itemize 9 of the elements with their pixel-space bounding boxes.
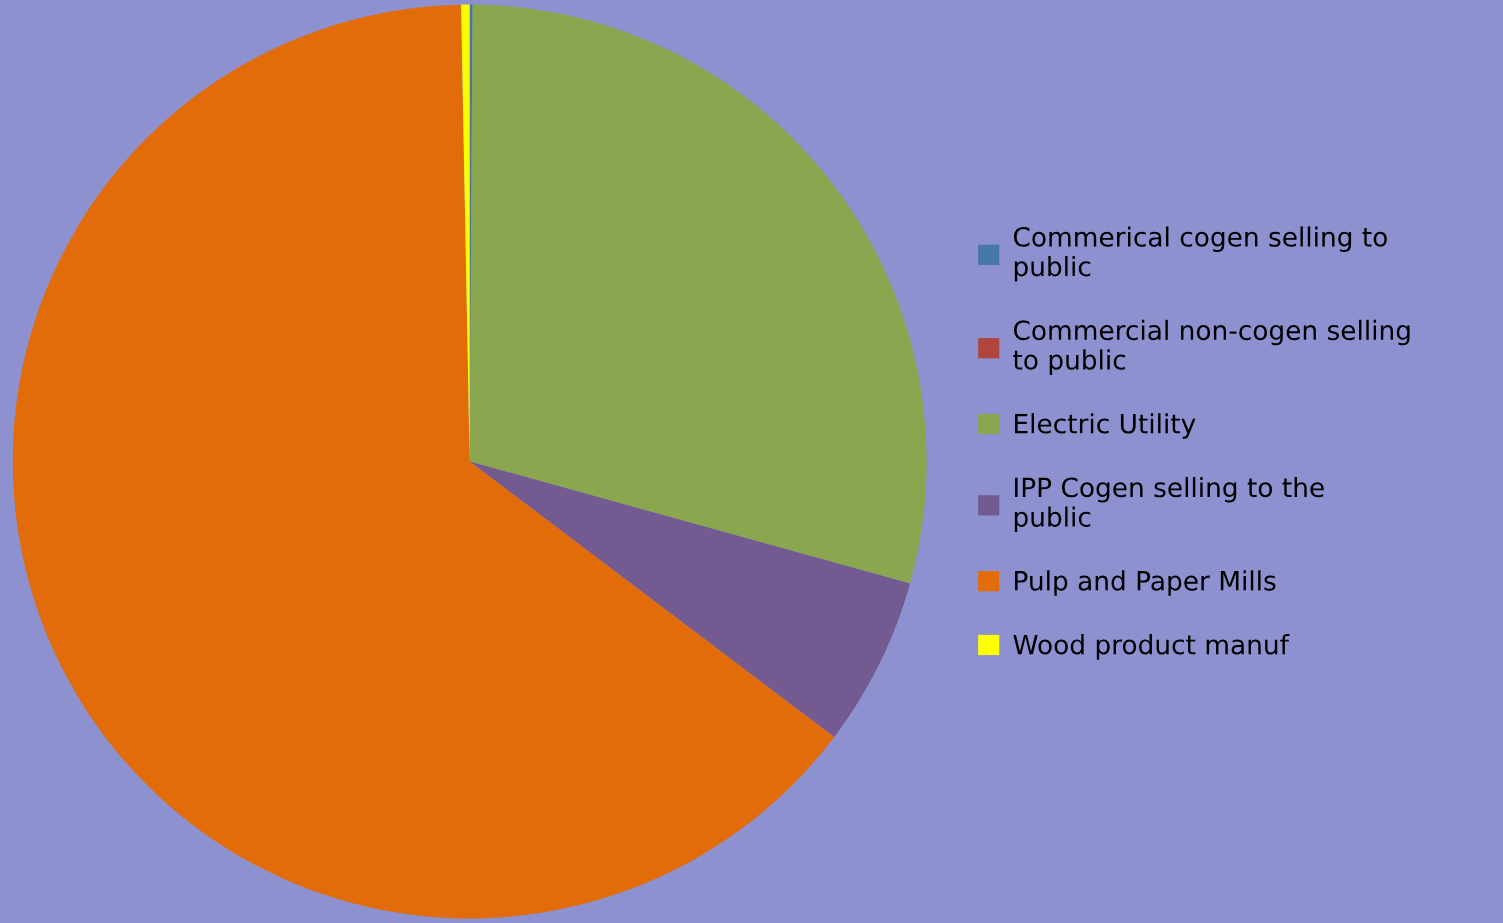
pie-slice xyxy=(12,4,835,919)
legend-label: Commerical cogen selling to public xyxy=(1013,226,1387,282)
legend-label: Electric Utility xyxy=(1015,413,1196,439)
legend-label: IPP Cogen selling to the public xyxy=(1014,476,1324,533)
pie-slice xyxy=(469,4,927,584)
pie-slice xyxy=(469,461,911,737)
legend-label: Wood product manuf xyxy=(1013,634,1290,660)
legend-label: Pulp and Paper Mills xyxy=(1015,570,1276,596)
legend-label: Commercial non-cogen selling to public xyxy=(1013,319,1410,375)
